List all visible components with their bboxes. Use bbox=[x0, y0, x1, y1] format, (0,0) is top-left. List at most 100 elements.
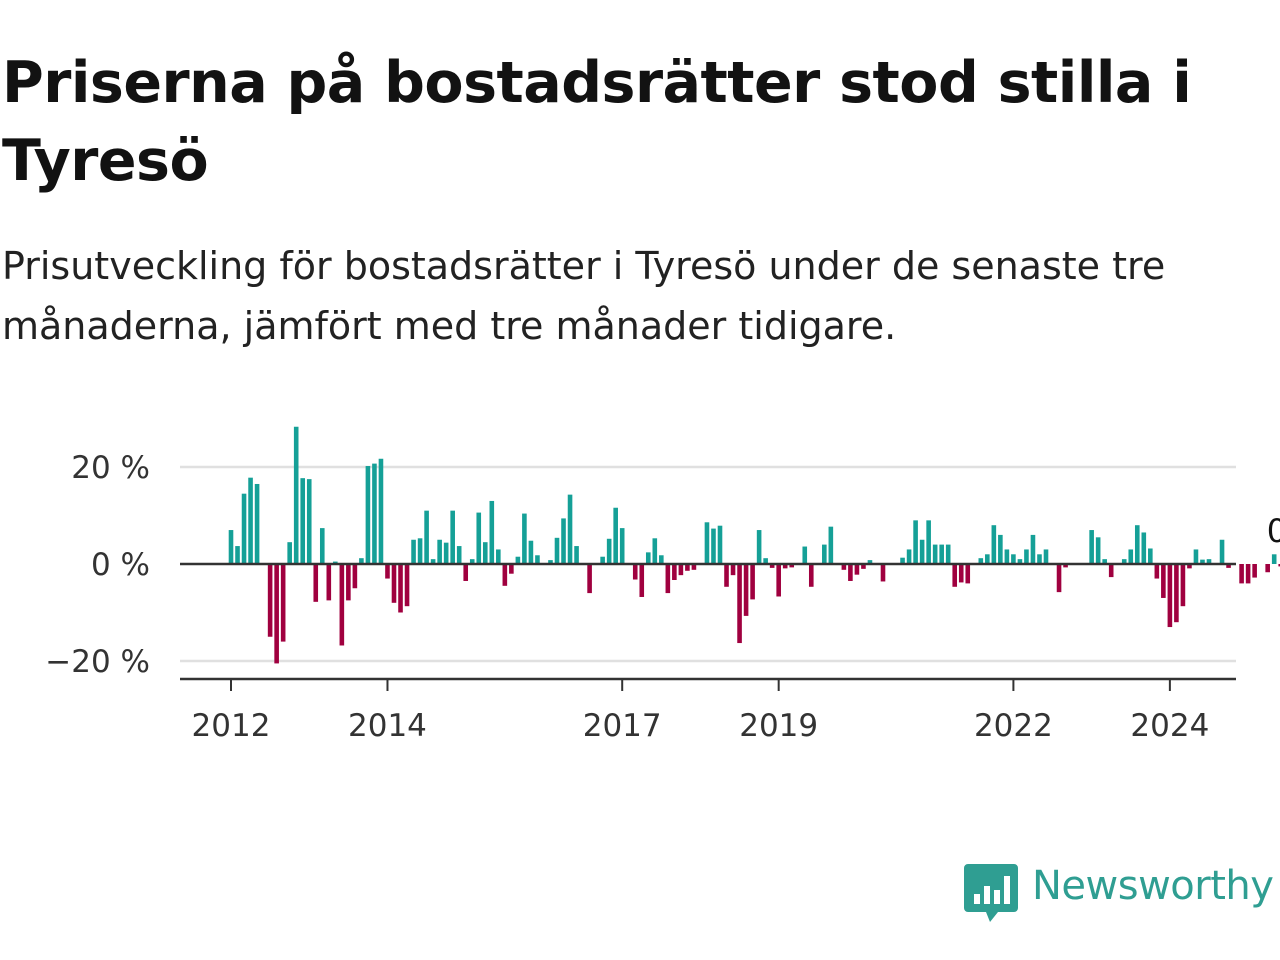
bar bbox=[404, 564, 410, 607]
bar bbox=[743, 564, 749, 616]
bar bbox=[619, 528, 625, 564]
bar bbox=[287, 542, 292, 564]
bar bbox=[782, 564, 788, 569]
bar bbox=[906, 549, 912, 564]
bar bbox=[645, 552, 651, 564]
bar bbox=[587, 564, 592, 594]
bar bbox=[1056, 564, 1062, 593]
bar bbox=[756, 530, 762, 564]
bar bbox=[1134, 525, 1140, 564]
x-tick-label: 2017 bbox=[583, 708, 662, 744]
bar bbox=[1226, 564, 1231, 568]
bar bbox=[574, 546, 579, 565]
bar bbox=[235, 546, 240, 565]
bar bbox=[535, 555, 540, 564]
bar bbox=[522, 513, 527, 564]
bar bbox=[1121, 559, 1127, 564]
y-tick-label: −20 % bbox=[45, 644, 150, 680]
bars bbox=[228, 426, 1280, 664]
bar bbox=[359, 558, 364, 564]
bar bbox=[606, 538, 612, 564]
bar bbox=[867, 560, 873, 564]
bar bbox=[1108, 564, 1114, 578]
bar bbox=[248, 477, 253, 564]
bar bbox=[1148, 548, 1153, 564]
bar bbox=[1161, 564, 1166, 598]
bar bbox=[280, 564, 286, 642]
bar bbox=[1252, 564, 1257, 578]
bar bbox=[1024, 549, 1029, 564]
bar bbox=[841, 564, 847, 570]
bar bbox=[385, 564, 390, 579]
bar bbox=[411, 539, 416, 564]
bar bbox=[822, 544, 827, 564]
bar bbox=[691, 564, 697, 570]
bar bbox=[326, 564, 332, 601]
bar bbox=[509, 564, 514, 574]
bar bbox=[476, 512, 482, 564]
bar bbox=[913, 520, 918, 564]
bar bbox=[1193, 549, 1199, 564]
bar bbox=[1174, 564, 1179, 623]
bar bbox=[502, 564, 508, 586]
bar-chart: 20 % 0 % −20 % 2012 2014 2017 2019 2022 2024 0 … bbox=[45, 426, 1280, 744]
bar bbox=[267, 564, 273, 637]
bar bbox=[1017, 559, 1023, 564]
bar bbox=[750, 564, 755, 600]
bar bbox=[561, 518, 566, 564]
bar bbox=[300, 478, 306, 564]
bar bbox=[724, 564, 729, 587]
bar bbox=[1167, 564, 1173, 628]
bar bbox=[704, 522, 710, 564]
bar bbox=[1200, 559, 1205, 564]
bar bbox=[828, 526, 834, 564]
bar bbox=[1206, 559, 1212, 564]
bar bbox=[1141, 532, 1147, 564]
bar bbox=[1180, 564, 1186, 607]
bar bbox=[365, 466, 371, 564]
bar bbox=[685, 564, 690, 571]
bar bbox=[717, 525, 723, 564]
newsworthy-logo-icon bbox=[964, 864, 1018, 922]
bar bbox=[665, 564, 671, 594]
last-value-label: 0 % bbox=[1267, 512, 1280, 550]
bar bbox=[515, 556, 521, 564]
bar bbox=[730, 564, 736, 576]
bar bbox=[1271, 554, 1277, 564]
bar bbox=[1102, 559, 1107, 564]
bar bbox=[1219, 539, 1225, 564]
grid-lines bbox=[180, 465, 1236, 663]
chart-subtitle: Prisutveckling för bostadsrätter i Tyres… bbox=[2, 244, 1166, 348]
bar bbox=[274, 564, 279, 664]
bar bbox=[672, 564, 677, 580]
bar bbox=[496, 549, 501, 564]
y-tick-label: 0 % bbox=[91, 547, 150, 583]
bar bbox=[352, 564, 358, 589]
bar bbox=[1187, 564, 1192, 569]
bar bbox=[424, 510, 429, 564]
bar bbox=[1004, 549, 1010, 564]
bar bbox=[998, 534, 1003, 564]
bar bbox=[554, 537, 560, 564]
bar bbox=[945, 544, 951, 564]
bar bbox=[372, 463, 377, 564]
bar bbox=[437, 539, 442, 564]
bar bbox=[1089, 530, 1094, 564]
bar bbox=[528, 540, 534, 564]
bar bbox=[1037, 554, 1042, 564]
bar bbox=[659, 555, 664, 564]
chart-title: Priserna på bostadsrätter stod stilla i … bbox=[2, 50, 1192, 194]
bar bbox=[861, 564, 866, 569]
bar bbox=[769, 564, 775, 568]
bar bbox=[958, 564, 964, 583]
x-tick-label: 2024 bbox=[1130, 708, 1209, 744]
bar bbox=[378, 458, 384, 564]
bar bbox=[469, 559, 475, 564]
bar bbox=[932, 544, 938, 564]
bar bbox=[926, 520, 931, 564]
y-axis-ticks: 20 % 0 % −20 % bbox=[45, 450, 150, 680]
bar bbox=[848, 564, 853, 581]
bar bbox=[241, 493, 247, 564]
bar bbox=[711, 528, 716, 564]
bar bbox=[1095, 537, 1101, 564]
